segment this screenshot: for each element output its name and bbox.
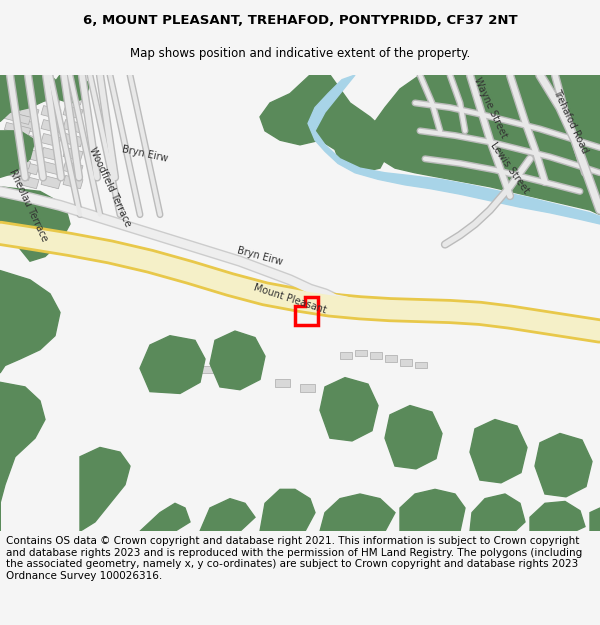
Bar: [509, 140, 533, 157]
Bar: [220, 370, 235, 378]
Polygon shape: [535, 434, 592, 497]
Bar: [19, 78, 39, 91]
Text: Lewis Street: Lewis Street: [488, 141, 532, 196]
Bar: [275, 379, 290, 387]
Polygon shape: [210, 331, 265, 390]
Bar: [63, 92, 83, 105]
Polygon shape: [470, 419, 527, 483]
Bar: [509, 125, 533, 142]
Bar: [300, 384, 315, 392]
Bar: [245, 368, 260, 375]
Bar: [509, 81, 533, 98]
Bar: [4, 111, 31, 124]
Bar: [41, 92, 61, 105]
Bar: [479, 140, 503, 157]
Text: Contains OS data © Crown copyright and database right 2021. This information is : Contains OS data © Crown copyright and d…: [6, 536, 582, 581]
Polygon shape: [590, 508, 600, 531]
Polygon shape: [470, 494, 525, 531]
Polygon shape: [530, 501, 585, 531]
Bar: [63, 148, 83, 161]
Polygon shape: [0, 75, 60, 121]
Bar: [41, 106, 61, 119]
Text: Bryn Eirw: Bryn Eirw: [236, 246, 284, 268]
Bar: [19, 134, 39, 147]
Bar: [400, 359, 412, 366]
Bar: [4, 156, 31, 169]
Text: Trehafod Road: Trehafod Road: [551, 88, 589, 155]
Bar: [509, 110, 533, 128]
Polygon shape: [140, 503, 190, 531]
Bar: [19, 119, 39, 133]
Bar: [355, 349, 367, 356]
Text: Mount Pleasant: Mount Pleasant: [253, 282, 328, 315]
Polygon shape: [0, 131, 35, 178]
Bar: [19, 161, 39, 175]
Bar: [63, 119, 83, 133]
Bar: [19, 148, 39, 161]
Bar: [41, 176, 61, 189]
Bar: [330, 389, 345, 396]
Polygon shape: [50, 75, 90, 103]
Bar: [63, 106, 83, 119]
Bar: [449, 155, 473, 172]
Bar: [4, 167, 31, 180]
Polygon shape: [308, 75, 600, 224]
Bar: [19, 176, 39, 189]
Bar: [509, 155, 533, 172]
Bar: [385, 355, 397, 362]
Bar: [41, 148, 61, 161]
Bar: [63, 176, 83, 189]
Bar: [63, 78, 83, 91]
Bar: [19, 92, 39, 105]
Bar: [415, 362, 427, 368]
Bar: [63, 161, 83, 175]
Bar: [449, 140, 473, 157]
Bar: [63, 134, 83, 147]
Polygon shape: [370, 75, 600, 214]
Polygon shape: [0, 382, 45, 531]
Polygon shape: [385, 406, 442, 469]
Polygon shape: [400, 489, 465, 531]
Bar: [200, 366, 215, 373]
Bar: [509, 96, 533, 112]
Bar: [449, 125, 473, 142]
Polygon shape: [260, 75, 390, 172]
Text: Map shows position and indicative extent of the property.: Map shows position and indicative extent…: [130, 48, 470, 61]
Polygon shape: [320, 378, 378, 441]
Polygon shape: [0, 271, 60, 373]
Text: 6, MOUNT PLEASANT, TREHAFOD, PONTYPRIDD, CF37 2NT: 6, MOUNT PLEASANT, TREHAFOD, PONTYPRIDD,…: [83, 14, 517, 28]
Bar: [4, 145, 31, 158]
Polygon shape: [200, 499, 255, 531]
Bar: [41, 134, 61, 147]
Bar: [479, 155, 503, 172]
Polygon shape: [80, 448, 130, 531]
Bar: [340, 352, 352, 359]
Bar: [479, 125, 503, 142]
Polygon shape: [0, 187, 70, 261]
Bar: [449, 110, 473, 128]
Polygon shape: [320, 494, 395, 531]
Bar: [19, 106, 39, 119]
Bar: [4, 122, 31, 136]
Bar: [370, 352, 382, 359]
Bar: [449, 81, 473, 98]
Bar: [41, 161, 61, 175]
Bar: [479, 96, 503, 112]
Text: Wayne Street: Wayne Street: [472, 76, 508, 139]
Bar: [449, 96, 473, 112]
Text: Woodfield Terrace: Woodfield Terrace: [87, 146, 133, 228]
Text: Bryn Eirw: Bryn Eirw: [121, 144, 169, 164]
Bar: [479, 81, 503, 98]
Bar: [41, 78, 61, 91]
Polygon shape: [260, 489, 315, 531]
Text: Rheolau Terrace: Rheolau Terrace: [7, 168, 49, 243]
Bar: [4, 134, 31, 147]
Polygon shape: [140, 336, 205, 394]
Bar: [41, 119, 61, 133]
Bar: [479, 110, 503, 128]
